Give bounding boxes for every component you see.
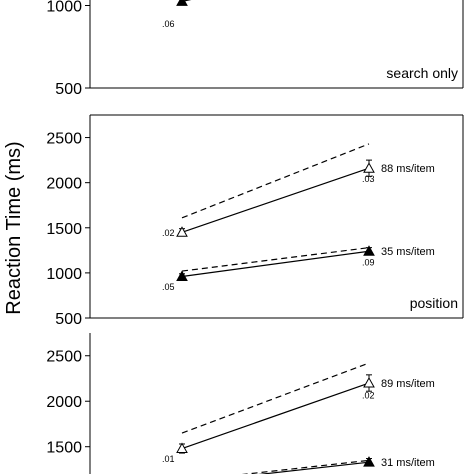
y-tick-label: 1000 bbox=[46, 266, 82, 283]
slope-label: 31 ms/item bbox=[381, 457, 435, 469]
error-rate-label: .09 bbox=[362, 258, 375, 268]
y-tick-label: 2000 bbox=[46, 176, 82, 193]
series-line bbox=[181, 167, 370, 233]
y-tick-label: 2500 bbox=[46, 131, 82, 148]
error-rate-label: .02 bbox=[362, 390, 375, 400]
series-line bbox=[181, 143, 370, 219]
series-line bbox=[181, 247, 370, 272]
series-line bbox=[181, 0, 192, 2]
data-point-marker bbox=[363, 456, 375, 467]
data-point-marker bbox=[176, 226, 188, 237]
error-rate-label: .05 bbox=[162, 282, 175, 292]
slope-label: 88 ms/item bbox=[381, 163, 435, 175]
error-rate-label: .01 bbox=[162, 454, 175, 464]
y-tick-label: 1500 bbox=[46, 440, 82, 457]
panel-label: position bbox=[410, 295, 458, 311]
data-point-marker bbox=[363, 245, 375, 256]
y-tick-label: 500 bbox=[55, 311, 82, 328]
y-tick-label: 2000 bbox=[46, 394, 82, 411]
data-point-marker bbox=[176, 0, 188, 6]
slope-label: 89 ms/item bbox=[381, 378, 435, 390]
series-line bbox=[257, 461, 370, 474]
y-tick-label: 2500 bbox=[46, 349, 82, 366]
error-rate-label: .06 bbox=[162, 19, 175, 29]
chart-panel-1: 50010001500150031 ms/item.01.06.06search… bbox=[46, 0, 464, 98]
y-axis-label: Reaction Time (ms) bbox=[3, 141, 25, 314]
error-rate-label: .02 bbox=[162, 228, 175, 238]
y-tick-label: 1500 bbox=[46, 221, 82, 238]
error-rate-label: .03 bbox=[362, 174, 375, 184]
series-line bbox=[181, 250, 370, 278]
y-tick-label: 1000 bbox=[46, 0, 82, 16]
panel-label: search only bbox=[386, 65, 458, 81]
series-line bbox=[181, 362, 370, 434]
series-line bbox=[241, 459, 370, 474]
data-point-marker bbox=[363, 162, 375, 173]
chart-panel-3: 1500 2000 2500 89 ms/item 31 ms/item .01 .02 bbox=[46, 333, 435, 474]
y-tick-label: 500 bbox=[55, 81, 82, 98]
slope-label: 35 ms/item bbox=[381, 246, 435, 258]
data-point-marker bbox=[176, 270, 188, 281]
chart-panel-2: 500 1000 1500 2000 2500 88 ms/item 35 ms/item.… bbox=[46, 114, 464, 328]
data-point-marker bbox=[363, 377, 375, 388]
data-point-marker bbox=[176, 442, 188, 454]
series-line bbox=[181, 382, 370, 450]
